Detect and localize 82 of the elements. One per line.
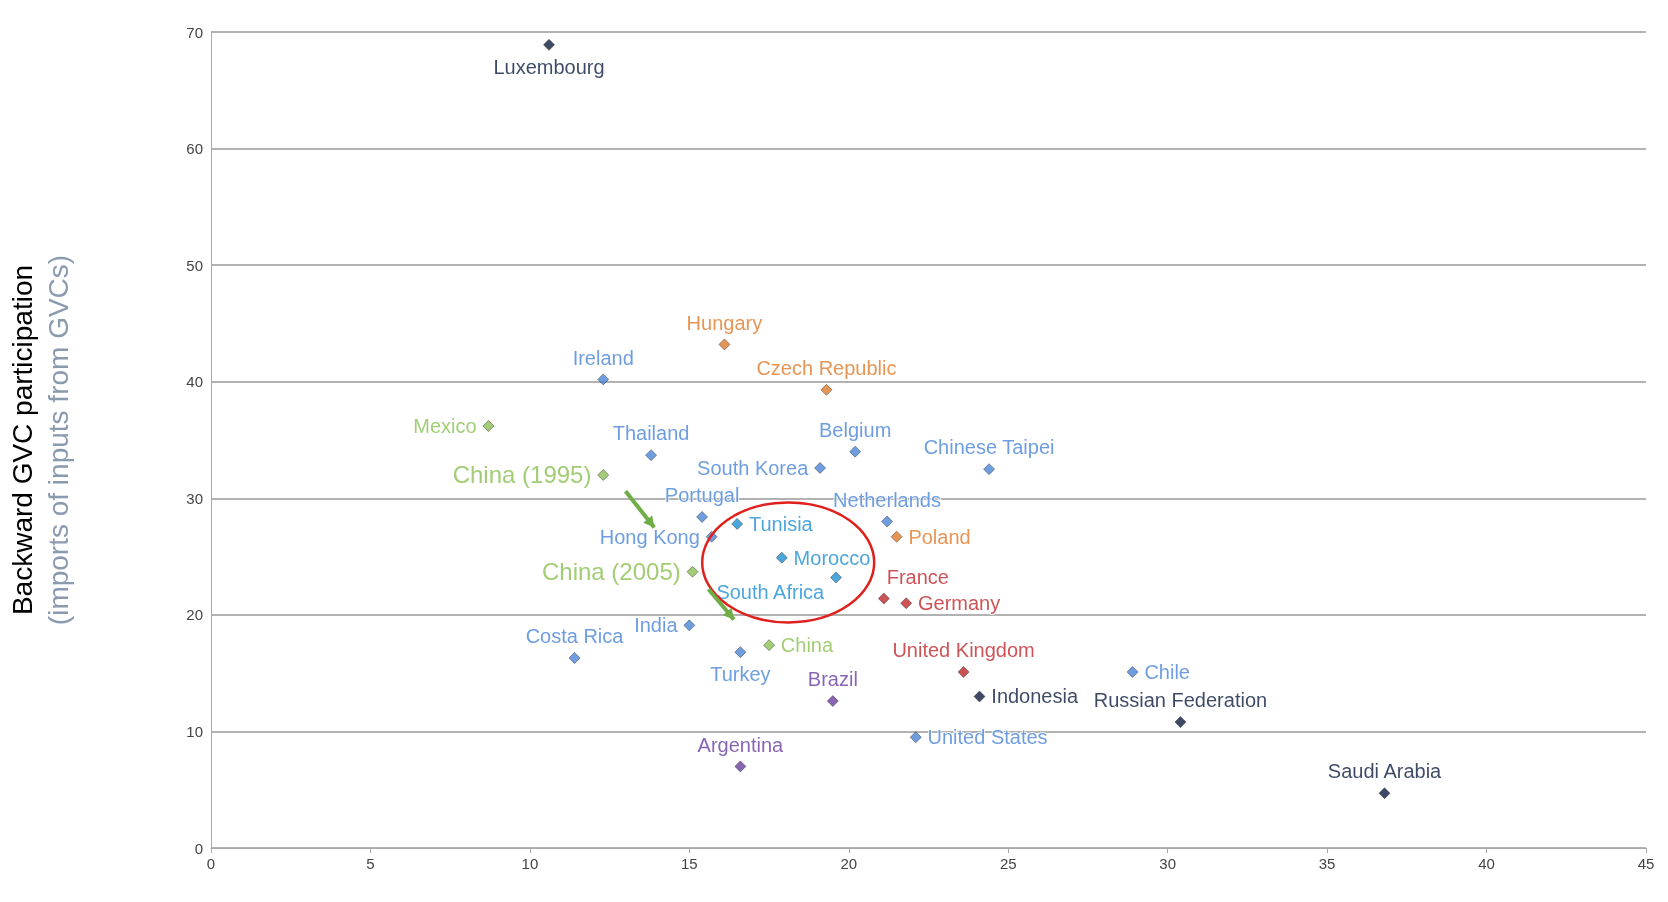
series-label: United Kingdom [892, 639, 1035, 662]
y-tick-label: 50 [186, 256, 203, 274]
point [890, 530, 903, 543]
series-label: Czech Republic [756, 357, 897, 380]
point [1174, 716, 1187, 728]
series-label: Netherlands [833, 488, 941, 511]
series-label: India [634, 614, 679, 637]
series-label: China (2005) [541, 558, 681, 586]
series-label: Argentina [697, 733, 785, 756]
point [881, 515, 893, 528]
series-label: Turkey [710, 662, 771, 685]
series-label: Chile [1144, 660, 1190, 683]
x-tick-label: 45 [1637, 855, 1655, 872]
series-label: China (1995) [452, 461, 592, 489]
series-label: Indonesia [991, 685, 1079, 708]
series-label: Belgium [819, 418, 892, 441]
point [849, 445, 861, 458]
point [1126, 666, 1139, 678]
series-label: South Korea [697, 456, 810, 479]
point [900, 597, 912, 609]
series-label: Mexico [413, 415, 477, 438]
y-tick-label: 40 [186, 373, 203, 391]
point [696, 511, 708, 523]
y-tick-label: 0 [194, 839, 203, 857]
series-label: Ireland [572, 346, 634, 369]
series-label: France [886, 565, 949, 588]
point [827, 695, 839, 707]
x-tick-label: 25 [999, 855, 1017, 872]
x-tick-label: 20 [840, 855, 858, 872]
series-label: Brazil [807, 668, 858, 691]
series-label: Chinese Taipei [923, 436, 1055, 459]
series-label: Tunisia [748, 512, 814, 535]
point [731, 518, 743, 530]
x-tick-label: 0 [206, 855, 216, 872]
y-tick-label: 20 [186, 606, 203, 624]
series-label: Portugal [664, 484, 740, 507]
series-label: Saudi Arabia [1327, 760, 1443, 783]
y-tick-label: 10 [186, 722, 203, 740]
point [830, 571, 842, 584]
x-tick-label: 15 [680, 855, 698, 872]
y-tick-label: 30 [186, 489, 203, 507]
x-tick-label: 10 [521, 855, 539, 872]
point [597, 373, 610, 386]
point [878, 592, 890, 605]
point [597, 469, 610, 481]
y-tick-label: 60 [186, 140, 203, 158]
point [983, 463, 995, 475]
series-label: Hong Kong [599, 525, 700, 548]
point [734, 646, 747, 658]
point [645, 449, 657, 461]
point [482, 420, 495, 432]
series-label: Poland [908, 525, 971, 548]
series-label: China [780, 634, 834, 657]
point [957, 666, 970, 678]
x-tick-label: 35 [1318, 855, 1336, 872]
point [734, 760, 747, 773]
point [820, 384, 833, 396]
series-label: Thailand [612, 422, 690, 445]
point [683, 619, 696, 632]
series-label: Morocco [793, 546, 871, 569]
series-label: United States [927, 726, 1048, 749]
point [568, 652, 581, 664]
series-label: Hungary [686, 311, 763, 334]
series-label: Russian Federation [1093, 689, 1268, 712]
point [686, 565, 699, 578]
point [1378, 787, 1391, 800]
point [909, 731, 922, 744]
series-label: Costa Rica [525, 625, 625, 648]
y-tick-label: 70 [186, 23, 203, 41]
point [814, 462, 826, 474]
x-tick-label: 30 [1159, 855, 1177, 872]
x-tick-label: 40 [1478, 855, 1495, 872]
point [973, 690, 986, 703]
point [718, 338, 731, 351]
series-label: Luxembourg [493, 55, 605, 78]
x-tick-label: 5 [366, 855, 375, 872]
point [543, 39, 555, 51]
series-label: Germany [917, 592, 1001, 615]
y-axis-title: Backward GVC participation (imports of inputs from GVCs) [6, 254, 74, 626]
point [763, 639, 775, 651]
point [776, 551, 788, 564]
series-label: South Africa [716, 580, 826, 603]
